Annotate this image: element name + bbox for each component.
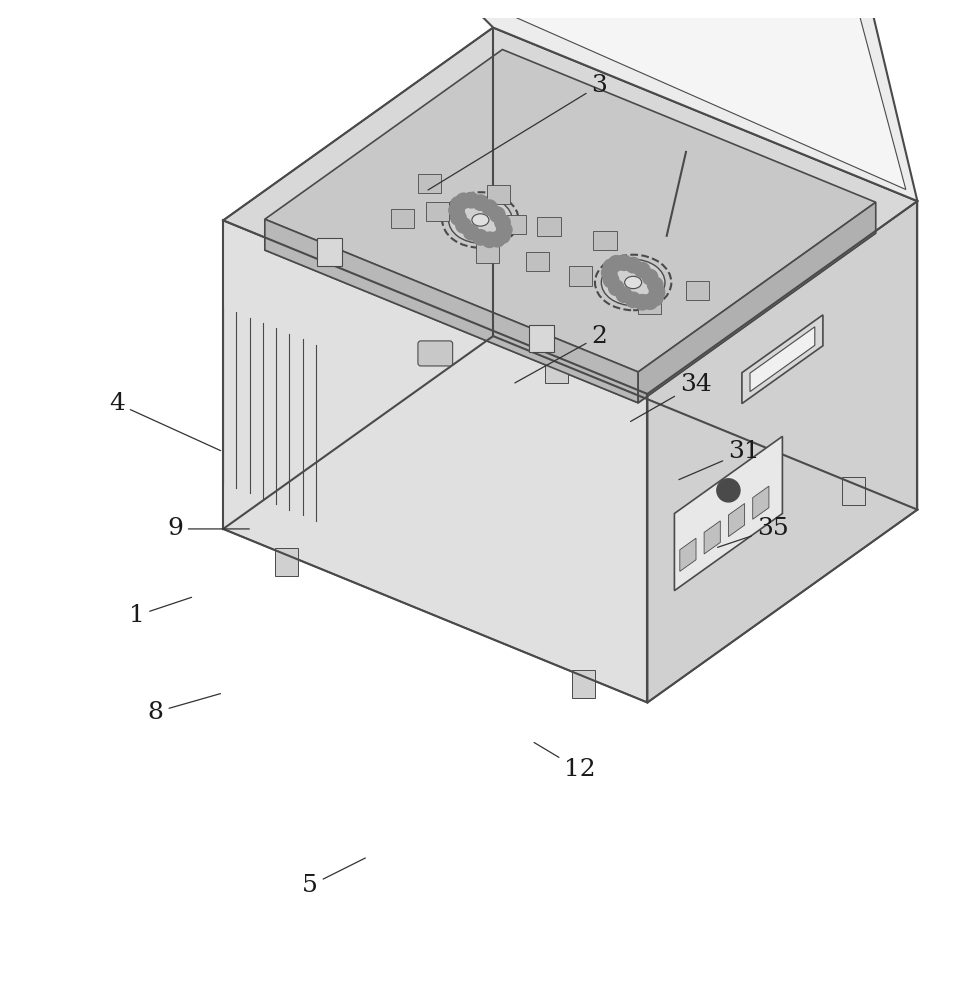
FancyBboxPatch shape: [529, 325, 554, 352]
Circle shape: [601, 265, 617, 280]
Circle shape: [608, 280, 624, 296]
Text: 12: 12: [534, 742, 596, 781]
Circle shape: [482, 232, 497, 247]
FancyBboxPatch shape: [276, 548, 299, 576]
FancyBboxPatch shape: [538, 217, 561, 236]
Circle shape: [482, 200, 497, 215]
FancyBboxPatch shape: [526, 252, 549, 271]
Polygon shape: [704, 521, 720, 554]
Circle shape: [455, 218, 471, 233]
FancyBboxPatch shape: [425, 202, 449, 221]
FancyBboxPatch shape: [487, 185, 511, 204]
Circle shape: [642, 269, 658, 285]
Circle shape: [495, 215, 511, 230]
Circle shape: [634, 262, 650, 278]
FancyBboxPatch shape: [391, 209, 414, 228]
Polygon shape: [265, 80, 876, 403]
Circle shape: [626, 292, 641, 308]
Polygon shape: [638, 202, 876, 403]
Circle shape: [455, 193, 471, 209]
Ellipse shape: [472, 214, 489, 226]
FancyBboxPatch shape: [569, 266, 592, 286]
FancyBboxPatch shape: [686, 281, 709, 300]
FancyBboxPatch shape: [503, 215, 525, 234]
Polygon shape: [728, 503, 745, 537]
FancyBboxPatch shape: [572, 670, 596, 698]
Circle shape: [463, 225, 479, 240]
Circle shape: [649, 285, 664, 300]
FancyBboxPatch shape: [594, 231, 617, 250]
Circle shape: [603, 259, 619, 275]
Polygon shape: [223, 28, 918, 394]
Circle shape: [616, 255, 631, 270]
FancyBboxPatch shape: [316, 238, 341, 266]
Ellipse shape: [449, 197, 513, 243]
Polygon shape: [204, 0, 906, 190]
Polygon shape: [750, 327, 815, 392]
Circle shape: [463, 193, 479, 208]
Circle shape: [634, 295, 650, 310]
Text: 8: 8: [148, 694, 220, 724]
FancyBboxPatch shape: [638, 295, 660, 314]
Polygon shape: [742, 315, 823, 404]
Polygon shape: [648, 201, 918, 702]
Polygon shape: [752, 486, 769, 519]
FancyBboxPatch shape: [418, 341, 453, 366]
Circle shape: [648, 290, 663, 306]
Circle shape: [495, 228, 511, 243]
Text: 34: 34: [630, 373, 712, 421]
Polygon shape: [674, 436, 782, 591]
Circle shape: [642, 294, 658, 309]
Circle shape: [626, 257, 641, 273]
Circle shape: [451, 197, 466, 212]
Circle shape: [497, 222, 512, 237]
FancyBboxPatch shape: [418, 174, 441, 193]
Text: 31: 31: [679, 440, 760, 480]
FancyBboxPatch shape: [545, 355, 569, 383]
Circle shape: [473, 230, 488, 245]
Text: 1: 1: [129, 597, 191, 627]
Circle shape: [449, 203, 464, 218]
FancyBboxPatch shape: [842, 477, 865, 505]
FancyBboxPatch shape: [476, 244, 499, 263]
Circle shape: [648, 277, 663, 293]
Circle shape: [489, 231, 505, 247]
Polygon shape: [680, 538, 696, 571]
Ellipse shape: [625, 276, 642, 289]
Text: 9: 9: [167, 517, 249, 540]
Text: 35: 35: [718, 517, 789, 547]
Polygon shape: [223, 220, 648, 702]
Circle shape: [473, 195, 488, 210]
Circle shape: [717, 479, 740, 502]
Polygon shape: [185, 0, 918, 201]
Circle shape: [603, 272, 619, 288]
Circle shape: [616, 287, 631, 302]
Polygon shape: [265, 50, 876, 372]
Text: 4: 4: [109, 392, 220, 451]
Text: 2: 2: [514, 325, 607, 383]
Text: 3: 3: [428, 74, 607, 190]
Text: 5: 5: [302, 858, 366, 897]
Polygon shape: [265, 219, 638, 403]
Circle shape: [489, 207, 505, 222]
Circle shape: [608, 256, 624, 271]
Circle shape: [451, 210, 466, 225]
Ellipse shape: [601, 259, 665, 306]
